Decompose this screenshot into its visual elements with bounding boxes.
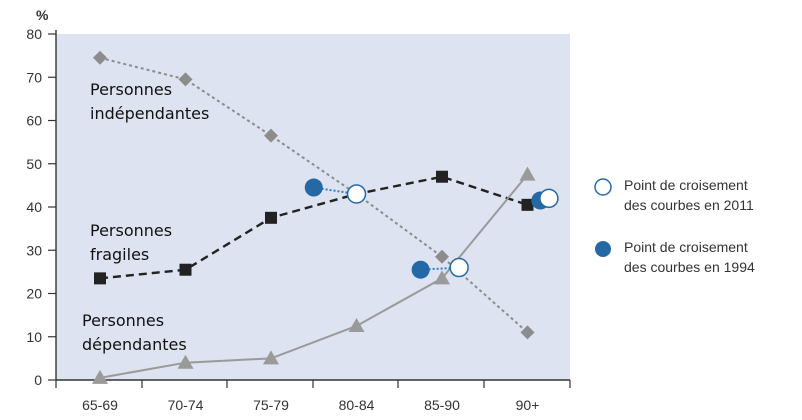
crossing-point-1994 — [411, 260, 430, 279]
square-marker — [179, 263, 192, 276]
triangle-marker — [348, 317, 365, 332]
x-tick-label: 75-79 — [253, 397, 289, 413]
triangle-marker — [434, 270, 450, 285]
series-label-3: dépendantes — [82, 335, 187, 354]
diamond-marker — [520, 325, 535, 340]
y-tick-label: 0 — [34, 372, 42, 388]
y-unit-label: % — [36, 7, 49, 23]
y-tick-label: 40 — [26, 199, 42, 215]
plot-area — [56, 34, 570, 380]
x-tick-label: 90+ — [516, 397, 540, 413]
series-label-2: Personnes — [90, 221, 172, 240]
square-marker — [521, 198, 534, 211]
y-tick-label: 80 — [26, 26, 42, 42]
series-label-1: Personnes — [90, 80, 172, 99]
diamond-marker — [264, 128, 278, 143]
diamond-marker — [93, 50, 107, 65]
y-tick-label: 20 — [26, 286, 42, 302]
x-tick-label: 80-84 — [339, 397, 375, 413]
series-label-2: fragiles — [90, 245, 149, 264]
legend-filled-circle-icon — [595, 241, 611, 257]
crossing-point-2011 — [539, 188, 559, 209]
square-marker — [265, 211, 277, 224]
x-tick-label: 85-90 — [424, 397, 460, 413]
crossing-point-2011 — [346, 184, 367, 204]
diamond-marker — [178, 72, 193, 87]
crossing-point-1994 — [304, 178, 323, 197]
legend-text: Point de croisement — [624, 239, 748, 255]
y-tick-label: 30 — [26, 242, 42, 258]
y-tick-label: 70 — [26, 69, 42, 85]
series-line-2 — [99, 175, 528, 280]
y-tick-label: 10 — [26, 329, 42, 345]
square-marker — [94, 272, 106, 285]
series-label-1: indépendantes — [90, 104, 209, 123]
x-tick-label: 65-69 — [82, 397, 118, 413]
y-tick-label: 50 — [26, 156, 42, 172]
legend-text: Point de croisement — [624, 177, 748, 193]
legend-hollow-circle-icon — [594, 178, 612, 196]
triangle-marker — [177, 354, 194, 369]
triangle-marker — [92, 369, 108, 384]
square-marker — [436, 170, 448, 183]
triangle-marker — [263, 350, 279, 365]
series-label-3: Personnes — [82, 311, 164, 330]
crossing-point-2011 — [449, 257, 469, 278]
y-tick-label: 60 — [26, 113, 42, 129]
series-line-1 — [99, 56, 529, 334]
diamond-marker — [435, 249, 449, 264]
triangle-marker — [519, 166, 536, 181]
x-tick-label: 70-74 — [168, 397, 204, 413]
legend-text: des courbes en 1994 — [624, 259, 755, 275]
legend-text: des courbes en 2011 — [624, 197, 754, 213]
